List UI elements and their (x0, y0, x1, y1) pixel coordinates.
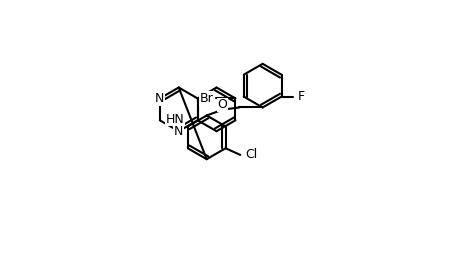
Text: HN: HN (166, 113, 185, 126)
Text: N: N (155, 92, 164, 105)
Text: N: N (174, 125, 184, 138)
Text: O: O (218, 98, 228, 111)
Text: F: F (297, 90, 305, 103)
Text: Br: Br (200, 92, 214, 105)
Text: Cl: Cl (245, 149, 257, 161)
